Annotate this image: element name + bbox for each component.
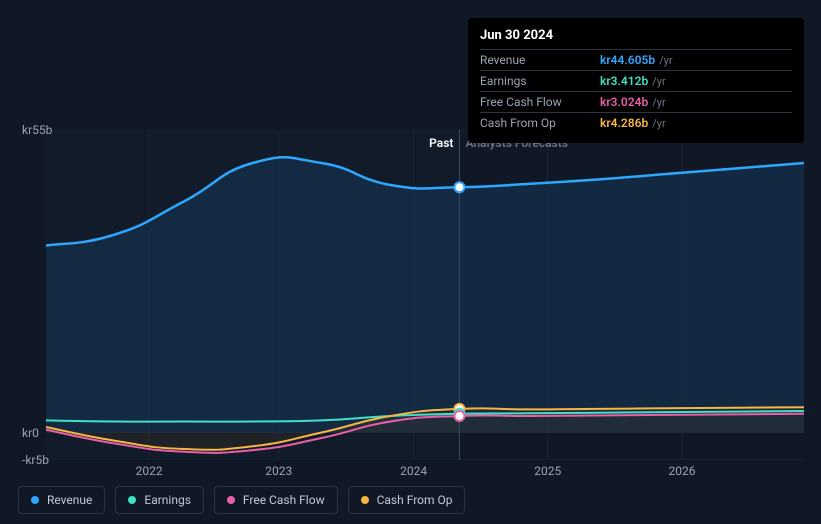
- marker-fcf: [454, 411, 464, 421]
- tooltip-unit: /yr: [652, 75, 665, 88]
- tooltip-unit: /yr: [659, 54, 672, 67]
- legend-swatch: [361, 496, 369, 504]
- legend-swatch: [227, 496, 235, 504]
- tooltip-metric-label: Earnings: [480, 74, 600, 88]
- y-tick-label: -kr5b: [22, 453, 49, 467]
- legend-label: Cash From Op: [377, 493, 453, 507]
- legend-swatch: [31, 496, 39, 504]
- tooltip-value: kr4.286b: [600, 116, 648, 130]
- plot-area[interactable]: [46, 130, 804, 460]
- past-label: Past: [429, 136, 453, 150]
- y-tick-label: kr55b: [22, 123, 52, 137]
- legend-item-cfo[interactable]: Cash From Op: [348, 486, 466, 514]
- legend-label: Earnings: [144, 493, 191, 507]
- tooltip-date: Jun 30 2024: [480, 28, 792, 50]
- legend-swatch: [128, 496, 136, 504]
- financial-forecast-chart: kr55bkr0-kr5b 20222023202420252026 Past …: [18, 18, 804, 482]
- x-tick-label: 2026: [668, 464, 695, 482]
- legend-label: Revenue: [47, 493, 92, 507]
- tooltip-row: Free Cash Flowkr3.024b/yr: [480, 92, 792, 113]
- tooltip-row: Revenuekr44.605b/yr: [480, 50, 792, 71]
- y-tick-label: kr0: [22, 426, 39, 440]
- legend-item-fcf[interactable]: Free Cash Flow: [214, 486, 338, 514]
- tooltip-value: kr3.024b: [600, 95, 648, 109]
- legend-label: Free Cash Flow: [243, 493, 325, 507]
- x-tick-label: 2022: [136, 464, 163, 482]
- plot-svg: [46, 130, 804, 460]
- x-tick-label: 2024: [400, 464, 427, 482]
- legend-item-revenue[interactable]: Revenue: [18, 486, 105, 514]
- tooltip-value: kr3.412b: [600, 74, 648, 88]
- tooltip-metric-label: Revenue: [480, 53, 600, 67]
- tooltip-value: kr44.605b: [600, 53, 655, 67]
- legend-item-earnings[interactable]: Earnings: [115, 486, 204, 514]
- tooltip-metric-label: Cash From Op: [480, 116, 600, 130]
- tooltip-unit: /yr: [652, 117, 665, 130]
- chart-legend: Revenue Earnings Free Cash Flow Cash From O…: [18, 486, 465, 514]
- tooltip-metric-label: Free Cash Flow: [480, 95, 600, 109]
- tooltip-unit: /yr: [652, 96, 665, 109]
- x-tick-label: 2025: [534, 464, 561, 482]
- tooltip-row: Cash From Opkr4.286b/yr: [480, 113, 792, 133]
- x-tick-label: 2023: [265, 464, 292, 482]
- tooltip-rows: Revenuekr44.605b/yrEarningskr3.412b/yrFr…: [480, 50, 792, 133]
- marker-revenue: [454, 182, 464, 192]
- data-tooltip: Jun 30 2024 Revenuekr44.605b/yrEarningsk…: [468, 18, 804, 143]
- tooltip-row: Earningskr3.412b/yr: [480, 71, 792, 92]
